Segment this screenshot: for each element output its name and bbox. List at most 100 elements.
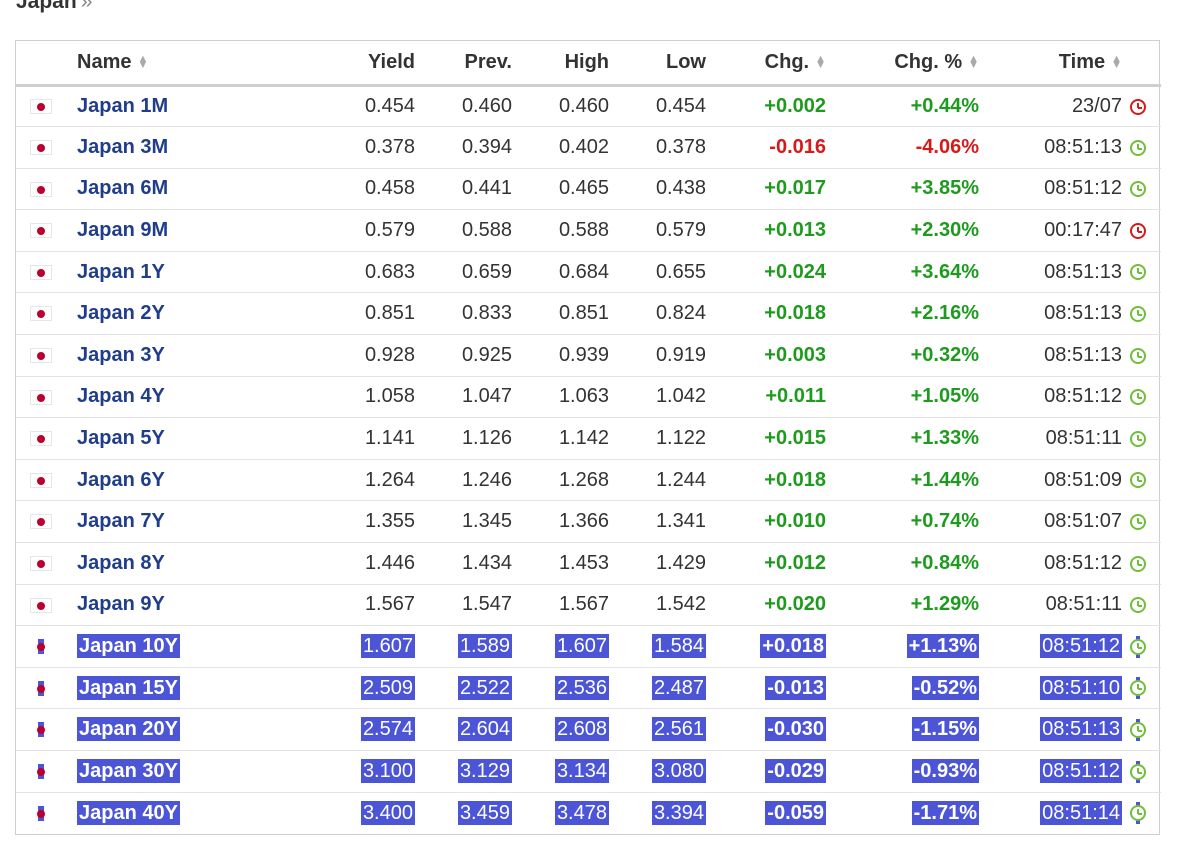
low-cell: 0.378 [615, 126, 712, 169]
chg-value: -0.030 [765, 717, 826, 742]
name-cell[interactable]: Japan 5Y [71, 417, 321, 460]
bond-name-link[interactable]: Japan 4Y [77, 385, 165, 408]
table-row[interactable]: Japan 9Y 1.567 1.547 1.567 1.542 +0.020 +1.29%… [16, 584, 1161, 627]
header-chg-pct-label: Chg. % [894, 50, 963, 73]
flag-cell [16, 584, 71, 627]
name-cell[interactable]: Japan 30Y [71, 750, 321, 793]
name-cell[interactable]: Japan 1Y [71, 251, 321, 294]
bond-name-link[interactable]: Japan 2Y [77, 302, 165, 325]
prev-cell: 2.604 [421, 708, 518, 751]
clock-cell [1128, 500, 1161, 544]
bond-name-link[interactable]: Japan 20Y [77, 717, 180, 742]
name-cell[interactable]: Japan 4Y [71, 376, 321, 419]
name-cell[interactable]: Japan 1M [71, 85, 321, 128]
bond-name-link[interactable]: Japan 3M [77, 135, 169, 158]
table-row[interactable]: Japan 1M 0.454 0.460 0.460 0.454 +0.002 +0.44%… [16, 85, 1161, 128]
header-time[interactable]: Time ▲ ▼ [985, 41, 1128, 87]
bond-name-link[interactable]: Japan 8Y [77, 551, 165, 574]
table-row[interactable]: Japan 3M 0.378 0.394 0.402 0.378 -0.016 -4.06%… [16, 126, 1161, 169]
low-value: 1.429 [655, 551, 706, 574]
chg-cell: +0.003 [712, 334, 832, 377]
japan-flag-icon [30, 556, 52, 572]
low-cell: 1.042 [615, 376, 712, 419]
table-row[interactable]: Japan 8Y 1.446 1.434 1.453 1.429 +0.012 +0.84%… [16, 542, 1161, 585]
table-row[interactable]: Japan 3Y 0.928 0.925 0.939 0.919 +0.003 +0.32%… [16, 334, 1161, 377]
table-row[interactable]: Japan 20Y 2.574 2.604 2.608 2.561 -0.030 -1.15… [16, 708, 1161, 751]
table-row[interactable]: Japan 2Y 0.851 0.833 0.851 0.824 +0.018 +2.16%… [16, 292, 1161, 336]
high-value: 0.588 [558, 219, 609, 242]
sort-icon[interactable]: ▲ ▼ [815, 53, 826, 72]
bond-name-link[interactable]: Japan 9M [77, 219, 169, 242]
name-cell[interactable]: Japan 9M [71, 209, 321, 252]
name-cell[interactable]: Japan 7Y [71, 500, 321, 544]
time-value: 08:51:12 [1040, 634, 1122, 659]
bond-name-link[interactable]: Japan 10Y [77, 634, 180, 659]
chg-pct-cell: +1.44% [832, 459, 985, 502]
yield-cell: 0.579 [321, 209, 421, 252]
bond-name-link[interactable]: Japan 6M [77, 177, 169, 200]
table-row[interactable]: Japan 30Y 3.100 3.129 3.134 3.080 -0.029 -0.93… [16, 750, 1161, 793]
name-cell[interactable]: Japan 8Y [71, 542, 321, 585]
name-cell[interactable]: Japan 20Y [71, 708, 321, 751]
high-value: 1.567 [558, 593, 609, 616]
name-cell[interactable]: Japan 15Y [71, 667, 321, 710]
table-row[interactable]: Japan 10Y 1.607 1.589 1.607 1.584 +0.018 +1.13… [16, 625, 1161, 668]
market-open-clock-icon [1130, 721, 1146, 738]
table-row[interactable]: Japan 6M 0.458 0.441 0.465 0.438 +0.017 +3.85%… [16, 168, 1161, 211]
table-row[interactable]: Japan 5Y 1.141 1.126 1.142 1.122 +0.015 +1.33%… [16, 417, 1161, 460]
clock-cell [1128, 542, 1161, 585]
clock-cell [1128, 708, 1161, 751]
sort-icon[interactable]: ▲ ▼ [968, 53, 979, 72]
market-open-clock-icon [1130, 181, 1146, 198]
bond-name-link[interactable]: Japan 15Y [77, 675, 180, 700]
chg-cell: +0.020 [712, 584, 832, 627]
name-cell[interactable]: Japan 9Y [71, 584, 321, 627]
name-cell[interactable]: Japan 3Y [71, 334, 321, 377]
market-open-clock-icon [1130, 805, 1146, 822]
table-row[interactable]: Japan 7Y 1.355 1.345 1.366 1.341 +0.010 +0.74%… [16, 500, 1161, 544]
bond-name-link[interactable]: Japan 5Y [77, 427, 165, 450]
chg-pct-cell: -1.71% [832, 792, 985, 834]
name-cell[interactable]: Japan 3M [71, 126, 321, 169]
bond-name-link[interactable]: Japan 3Y [77, 343, 165, 366]
japan-flag-icon [37, 764, 45, 780]
chg-cell: +0.013 [712, 209, 832, 252]
prev-cell: 1.345 [421, 500, 518, 544]
prev-value: 0.925 [461, 343, 512, 366]
flag-cell [16, 376, 71, 419]
yield-cell: 1.355 [321, 500, 421, 544]
name-cell[interactable]: Japan 10Y [71, 625, 321, 668]
chg-pct-cell: +3.64% [832, 251, 985, 294]
prev-value: 0.588 [461, 219, 512, 242]
sort-icon[interactable]: ▲ ▼ [137, 53, 149, 72]
high-cell: 1.268 [518, 459, 615, 502]
bond-name-link[interactable]: Japan 1M [77, 94, 169, 117]
bond-name-link[interactable]: Japan 40Y [77, 800, 180, 825]
chg-pct-value: +1.33% [910, 427, 979, 450]
header-name[interactable]: Name ▲ ▼ [71, 41, 321, 87]
bond-name-link[interactable]: Japan 1Y [77, 260, 165, 283]
table-row[interactable]: Japan 15Y 2.509 2.522 2.536 2.487 -0.013 -0.52… [16, 667, 1161, 710]
name-cell[interactable]: Japan 6Y [71, 459, 321, 502]
name-cell[interactable]: Japan 40Y [71, 792, 321, 834]
bond-name-link[interactable]: Japan 30Y [77, 758, 180, 783]
bond-name-link[interactable]: Japan 6Y [77, 468, 165, 491]
header-chg-pct[interactable]: Chg. % ▲ ▼ [832, 41, 985, 87]
more-link-arrow[interactable]: » [80, 0, 93, 13]
high-value: 3.478 [554, 800, 609, 825]
bond-name-link[interactable]: Japan 9Y [77, 593, 165, 616]
yield-cell: 1.141 [321, 417, 421, 460]
table-row[interactable]: Japan 1Y 0.683 0.659 0.684 0.655 +0.024 +3.64%… [16, 251, 1161, 294]
time-cell: 23/07 [985, 85, 1128, 128]
table-row[interactable]: Japan 4Y 1.058 1.047 1.063 1.042 +0.011 +1.05%… [16, 376, 1161, 419]
time-value: 08:51:13 [1044, 343, 1122, 366]
table-row[interactable]: Japan 6Y 1.264 1.246 1.268 1.244 +0.018 +1.44%… [16, 459, 1161, 502]
sort-icon[interactable]: ▲ ▼ [1111, 53, 1122, 72]
name-cell[interactable]: Japan 2Y [71, 292, 321, 336]
table-row[interactable]: Japan 40Y 3.400 3.459 3.478 3.394 -0.059 -1.71… [16, 792, 1161, 834]
high-value: 2.536 [554, 675, 609, 700]
bond-name-link[interactable]: Japan 7Y [77, 510, 165, 533]
name-cell[interactable]: Japan 6M [71, 168, 321, 211]
header-chg[interactable]: Chg. ▲ ▼ [712, 41, 832, 87]
table-row[interactable]: Japan 9M 0.579 0.588 0.588 0.579 +0.013 +2.30%… [16, 209, 1161, 252]
